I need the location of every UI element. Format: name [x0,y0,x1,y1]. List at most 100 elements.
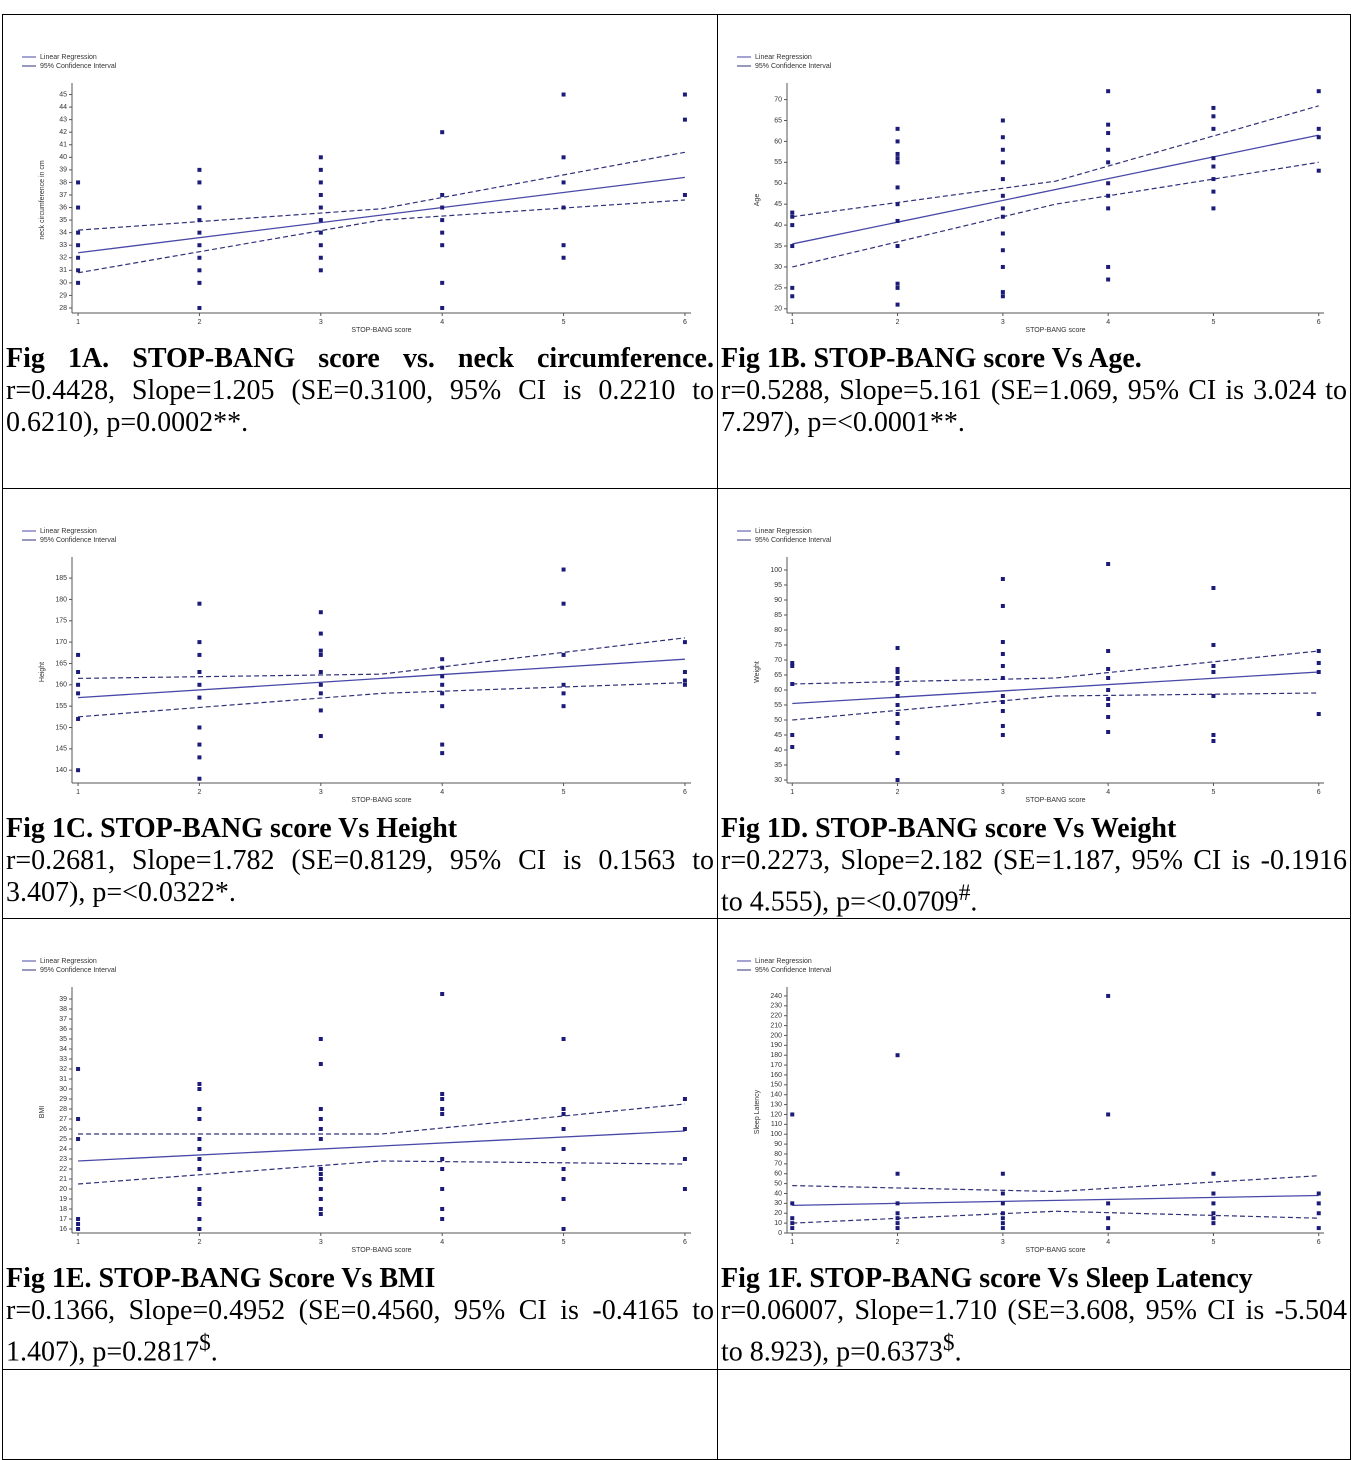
ci-line [792,1212,1318,1224]
ci-line [78,1104,685,1134]
point [790,1202,794,1206]
cell: Linear Regression95% Confidence Interval… [718,919,1351,1369]
y-tick-label: 45 [59,91,67,98]
point [319,653,323,657]
point [197,243,201,247]
point [896,1221,900,1225]
point [440,743,444,747]
caption-text: r=0.06007, Slope=1.710 (SE=3.608, 95% CI… [721,1295,1347,1367]
point [790,745,794,749]
legend-label: 95% Confidence Interval [755,537,832,544]
point [319,691,323,695]
legend-label: 95% Confidence Interval [40,537,117,544]
point [1001,148,1005,152]
point [1211,586,1215,590]
point [319,1037,323,1041]
point [1317,649,1321,653]
x-tick-label: 4 [440,319,444,326]
y-tick-label: 80 [774,1151,782,1158]
figure-table: Linear Regression 95% Confidence Interval… [2,14,1351,1460]
point [1211,190,1215,194]
y-tick-label: 0 [778,1230,782,1237]
y-tick-label: 55 [774,159,782,166]
point [896,721,900,725]
point [1211,165,1215,169]
x-tick-label: 1 [790,1239,794,1246]
y-axis-label: Weight [754,661,761,683]
y-tick-label: 70 [774,1161,782,1168]
point [440,1097,444,1101]
point [76,1227,80,1231]
cell [3,1369,718,1459]
y-tick-label: 20 [774,306,782,313]
point [1211,694,1215,698]
x-tick-label: 1 [76,1239,80,1246]
y-tick-label: 50 [774,180,782,187]
y-tick-label: 33 [59,242,67,249]
point [197,743,201,747]
y-tick-label: 38 [59,179,67,186]
y-tick-label: 60 [774,1171,782,1178]
point [197,206,201,210]
point [197,1082,201,1086]
x-tick-label: 3 [319,789,323,796]
point [1001,265,1005,269]
point [1211,127,1215,131]
y-tick-label: 145 [55,746,67,753]
point [76,243,80,247]
legend-label: 95% Confidence Interval [755,967,832,974]
point [1317,670,1321,674]
x-axis-label: STOP-BANG score [1025,797,1085,804]
point [76,268,80,272]
point [896,751,900,755]
point [1001,135,1005,139]
point [76,653,80,657]
point [197,653,201,657]
ci-line [78,200,685,273]
point [1317,712,1321,716]
point [896,778,900,782]
point [1211,1192,1215,1196]
point [1211,1217,1215,1221]
point [896,703,900,707]
point [319,1207,323,1211]
legend-label: Linear Regression [40,958,97,965]
point [440,751,444,755]
point [1211,177,1215,181]
point [197,1227,201,1231]
ci-line [78,1161,685,1184]
regression-line [792,672,1318,704]
x-tick-label: 5 [562,319,566,326]
caption-title: Fig 1A. STOP-BANG score vs. neck circumf… [6,343,714,374]
y-tick-label: 28 [59,305,67,312]
y-tick-label: 55 [774,702,782,709]
point [440,683,444,687]
cell [718,1369,1351,1459]
point [1211,1172,1215,1176]
point [440,1207,444,1211]
point [197,1107,201,1111]
point [790,1217,794,1221]
point [790,1221,794,1225]
x-tick-label: 6 [683,1239,687,1246]
x-tick-label: 3 [319,1239,323,1246]
point [76,206,80,210]
y-tick-label: 24 [59,1146,67,1153]
caption-title: Fig 1D. STOP-BANG score Vs Weight [721,813,1347,845]
x-tick-label: 3 [1001,319,1005,326]
point [1001,694,1005,698]
point [1001,676,1005,680]
y-tick-label: 70 [774,657,782,664]
point [319,1172,323,1176]
point [440,1217,444,1221]
caption-title: Fig 1C. STOP-BANG score Vs Height [6,813,714,845]
caption-text: r=0.1366, Slope=0.4952 (SE=0.4560, 95% C… [6,1295,714,1367]
y-tick-label: 37 [59,1016,67,1023]
y-tick-label: 35 [774,243,782,250]
point [562,1112,566,1116]
point [790,215,794,219]
point [896,1212,900,1216]
point [683,1097,687,1101]
